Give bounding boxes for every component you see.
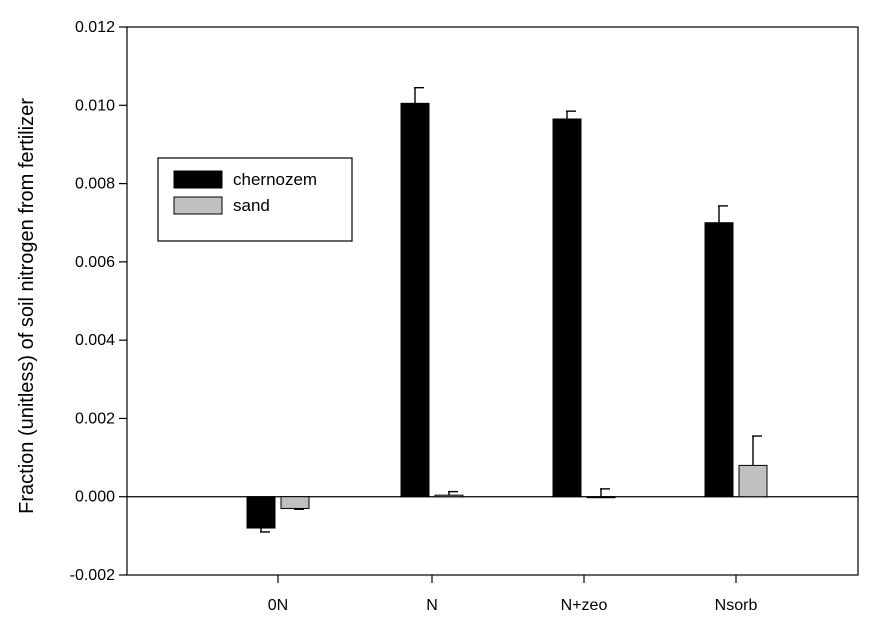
y-tick-label: 0.000 [75, 489, 115, 506]
y-tick-label: 0.006 [75, 254, 115, 271]
bar-chernozem-n [400, 102, 430, 498]
bar-sand-0n [280, 496, 310, 509]
bar-chernozem-nsorb [704, 222, 734, 498]
x-tick-label: N+zeo [561, 597, 608, 614]
y-axis: -0.002 0.000 0.002 0.004 0.006 0.008 0.010 0.01… [70, 19, 127, 584]
y-axis-label: Fraction (unitless) of soil nitrogen fro… [16, 98, 38, 514]
error-bars [260, 86, 762, 533]
legend-swatch-chernozem [173, 170, 223, 189]
bar-chernozem-n-zeo [552, 118, 582, 498]
bars [246, 102, 768, 529]
y-tick-label: 0.010 [75, 97, 115, 114]
x-tick-label: Nsorb [715, 597, 758, 614]
legend-label-chernozem: chernozem [233, 170, 317, 189]
legend-swatch-sand [173, 196, 223, 215]
bar-sand-n-zeo [586, 496, 616, 499]
bar-sand-n [434, 494, 464, 498]
x-tick-label: N [426, 597, 438, 614]
plot-border [126, 26, 859, 576]
x-tick-label: 0N [268, 597, 288, 614]
y-tick-label: -0.002 [70, 567, 115, 584]
bar-chernozem-0n [246, 496, 276, 529]
y-tick-label: 0.012 [75, 19, 115, 36]
bar-sand-nsorb [738, 464, 768, 498]
y-tick-label: 0.004 [75, 332, 115, 349]
y-tick-label: 0.008 [75, 176, 115, 193]
legend: chernozem sand [157, 157, 353, 242]
legend-label-sand: sand [233, 196, 270, 215]
y-tick-label: 0.002 [75, 410, 115, 427]
x-axis: 0N N N+zeo Nsorb [268, 575, 758, 614]
